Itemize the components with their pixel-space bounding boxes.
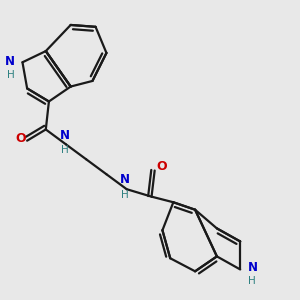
Text: N: N bbox=[248, 261, 258, 274]
Text: H: H bbox=[121, 190, 129, 200]
Text: N: N bbox=[5, 55, 15, 68]
Text: N: N bbox=[120, 173, 130, 186]
Text: O: O bbox=[15, 132, 26, 145]
Text: H: H bbox=[7, 70, 15, 80]
Text: N: N bbox=[59, 129, 70, 142]
Text: O: O bbox=[156, 160, 167, 173]
Text: H: H bbox=[61, 146, 68, 155]
Text: H: H bbox=[248, 276, 256, 286]
